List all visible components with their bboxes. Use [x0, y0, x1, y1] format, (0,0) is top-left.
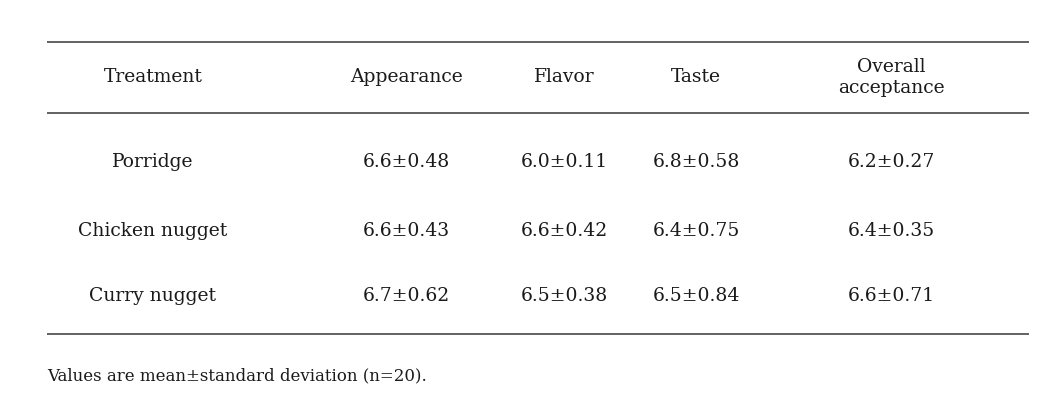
Text: 6.6±0.42: 6.6±0.42 [521, 222, 608, 240]
Text: 6.4±0.75: 6.4±0.75 [653, 222, 740, 240]
Text: 6.5±0.84: 6.5±0.84 [653, 287, 740, 305]
Text: 6.5±0.38: 6.5±0.38 [521, 287, 608, 305]
Text: Treatment: Treatment [103, 68, 203, 86]
Text: 6.7±0.62: 6.7±0.62 [363, 287, 449, 305]
Text: Curry nugget: Curry nugget [90, 287, 216, 305]
Text: Porridge: Porridge [112, 153, 194, 171]
Text: Chicken nugget: Chicken nugget [78, 222, 228, 240]
Text: 6.0±0.11: 6.0±0.11 [521, 153, 608, 171]
Text: 6.6±0.48: 6.6±0.48 [363, 153, 449, 171]
Text: Appearance: Appearance [350, 68, 462, 86]
Text: 6.8±0.58: 6.8±0.58 [653, 153, 740, 171]
Text: Taste: Taste [671, 68, 722, 86]
Text: 6.4±0.35: 6.4±0.35 [848, 222, 935, 240]
Text: Flavor: Flavor [534, 68, 595, 86]
Text: 6.6±0.43: 6.6±0.43 [363, 222, 449, 240]
Text: Values are mean±standard deviation (n=20).: Values are mean±standard deviation (n=20… [47, 366, 427, 383]
Text: Overall
acceptance: Overall acceptance [838, 58, 945, 96]
Text: 6.2±0.27: 6.2±0.27 [848, 153, 935, 171]
Text: 6.6±0.71: 6.6±0.71 [848, 287, 935, 305]
